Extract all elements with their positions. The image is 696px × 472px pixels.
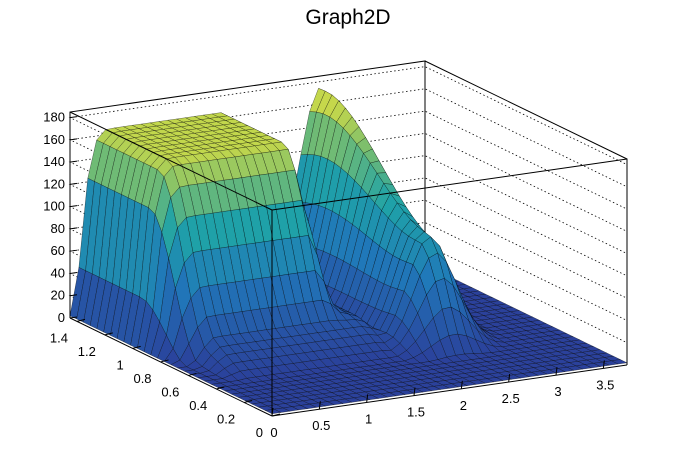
x-tick-mark [508,373,511,383]
z-tick-mark [69,294,78,297]
x-tick-label: 1 [365,411,372,426]
y-axis-line [69,317,273,417]
y-tick-mark [216,386,225,390]
z-tick-mark [69,116,78,119]
z-tick-mark [69,205,78,208]
y-tick-mark [76,318,86,322]
x-tick-mark [318,401,321,410]
z-tick-label: 120 [43,176,65,191]
y-tick-mark [104,332,113,336]
z-tick-mark [69,182,78,185]
surface-cell [264,408,282,415]
z-axis: 0 20 40 60 80 100 120 140 160 180 [43,110,78,325]
y-tick-label: 1.4 [50,330,68,345]
z-tick-mark [69,271,78,274]
surface-plot [69,88,628,415]
x-tick-label: 3 [554,384,561,399]
y-tick-label: 1.2 [78,344,96,359]
x-tick-mark [413,387,416,396]
x-tick-label: 2 [460,398,467,413]
x-tick-label: 1.5 [407,405,425,420]
z-tick-mark [69,316,78,319]
y-tick-mark [188,372,197,376]
y-tick-mark [244,399,253,403]
y-tick-label: 0.8 [133,371,151,386]
z-tick-label: 160 [43,132,65,147]
z-tick-mark [69,227,78,230]
z-tick-label: 80 [51,221,65,236]
y-tick-mark [132,345,141,349]
x-tick-mark [460,380,463,389]
x-tick-mark [555,367,558,376]
plot-box-front [69,111,628,416]
z-tick-label: 0 [58,310,65,325]
y-tick-label: 0.4 [189,398,207,413]
x-axis: 0 0.5 1 1.5 2 2.5 3 3.5 [270,360,628,440]
y-tick-mark [160,359,169,363]
y-tick-label: 1 [116,357,123,372]
x-tick-label: 0 [270,425,277,440]
z-tick-label: 180 [43,110,65,125]
z-tick-mark [69,160,78,163]
x-tick-label: 2.5 [502,391,520,406]
z-tick-mark [69,249,78,252]
chart-title: Graph2D [305,6,390,29]
z-tick-mark [69,138,78,141]
x-tick-mark [602,360,605,369]
top-front-edge [271,158,628,211]
x-axis-line [271,364,628,417]
z-tick-label: 40 [51,265,65,280]
y-tick-mark [271,413,281,417]
x-tick-mark [271,407,274,417]
z-tick-label: 140 [43,154,65,169]
y-tick-label: 0.6 [161,384,179,399]
z-tick-label: 100 [43,199,65,214]
x-tick-label: 3.5 [596,377,614,392]
y-tick-label: 0 [256,425,263,440]
top-left-edge [69,111,273,211]
x-tick-label: 0.5 [312,418,330,433]
z-tick-label: 60 [51,243,65,258]
y-axis: 0 0.2 0.4 0.6 0.8 1 1.2 1.4 [50,317,281,440]
z-tick-label: 20 [51,288,65,303]
y-tick-label: 0.2 [217,411,235,426]
x-tick-mark [366,394,369,403]
